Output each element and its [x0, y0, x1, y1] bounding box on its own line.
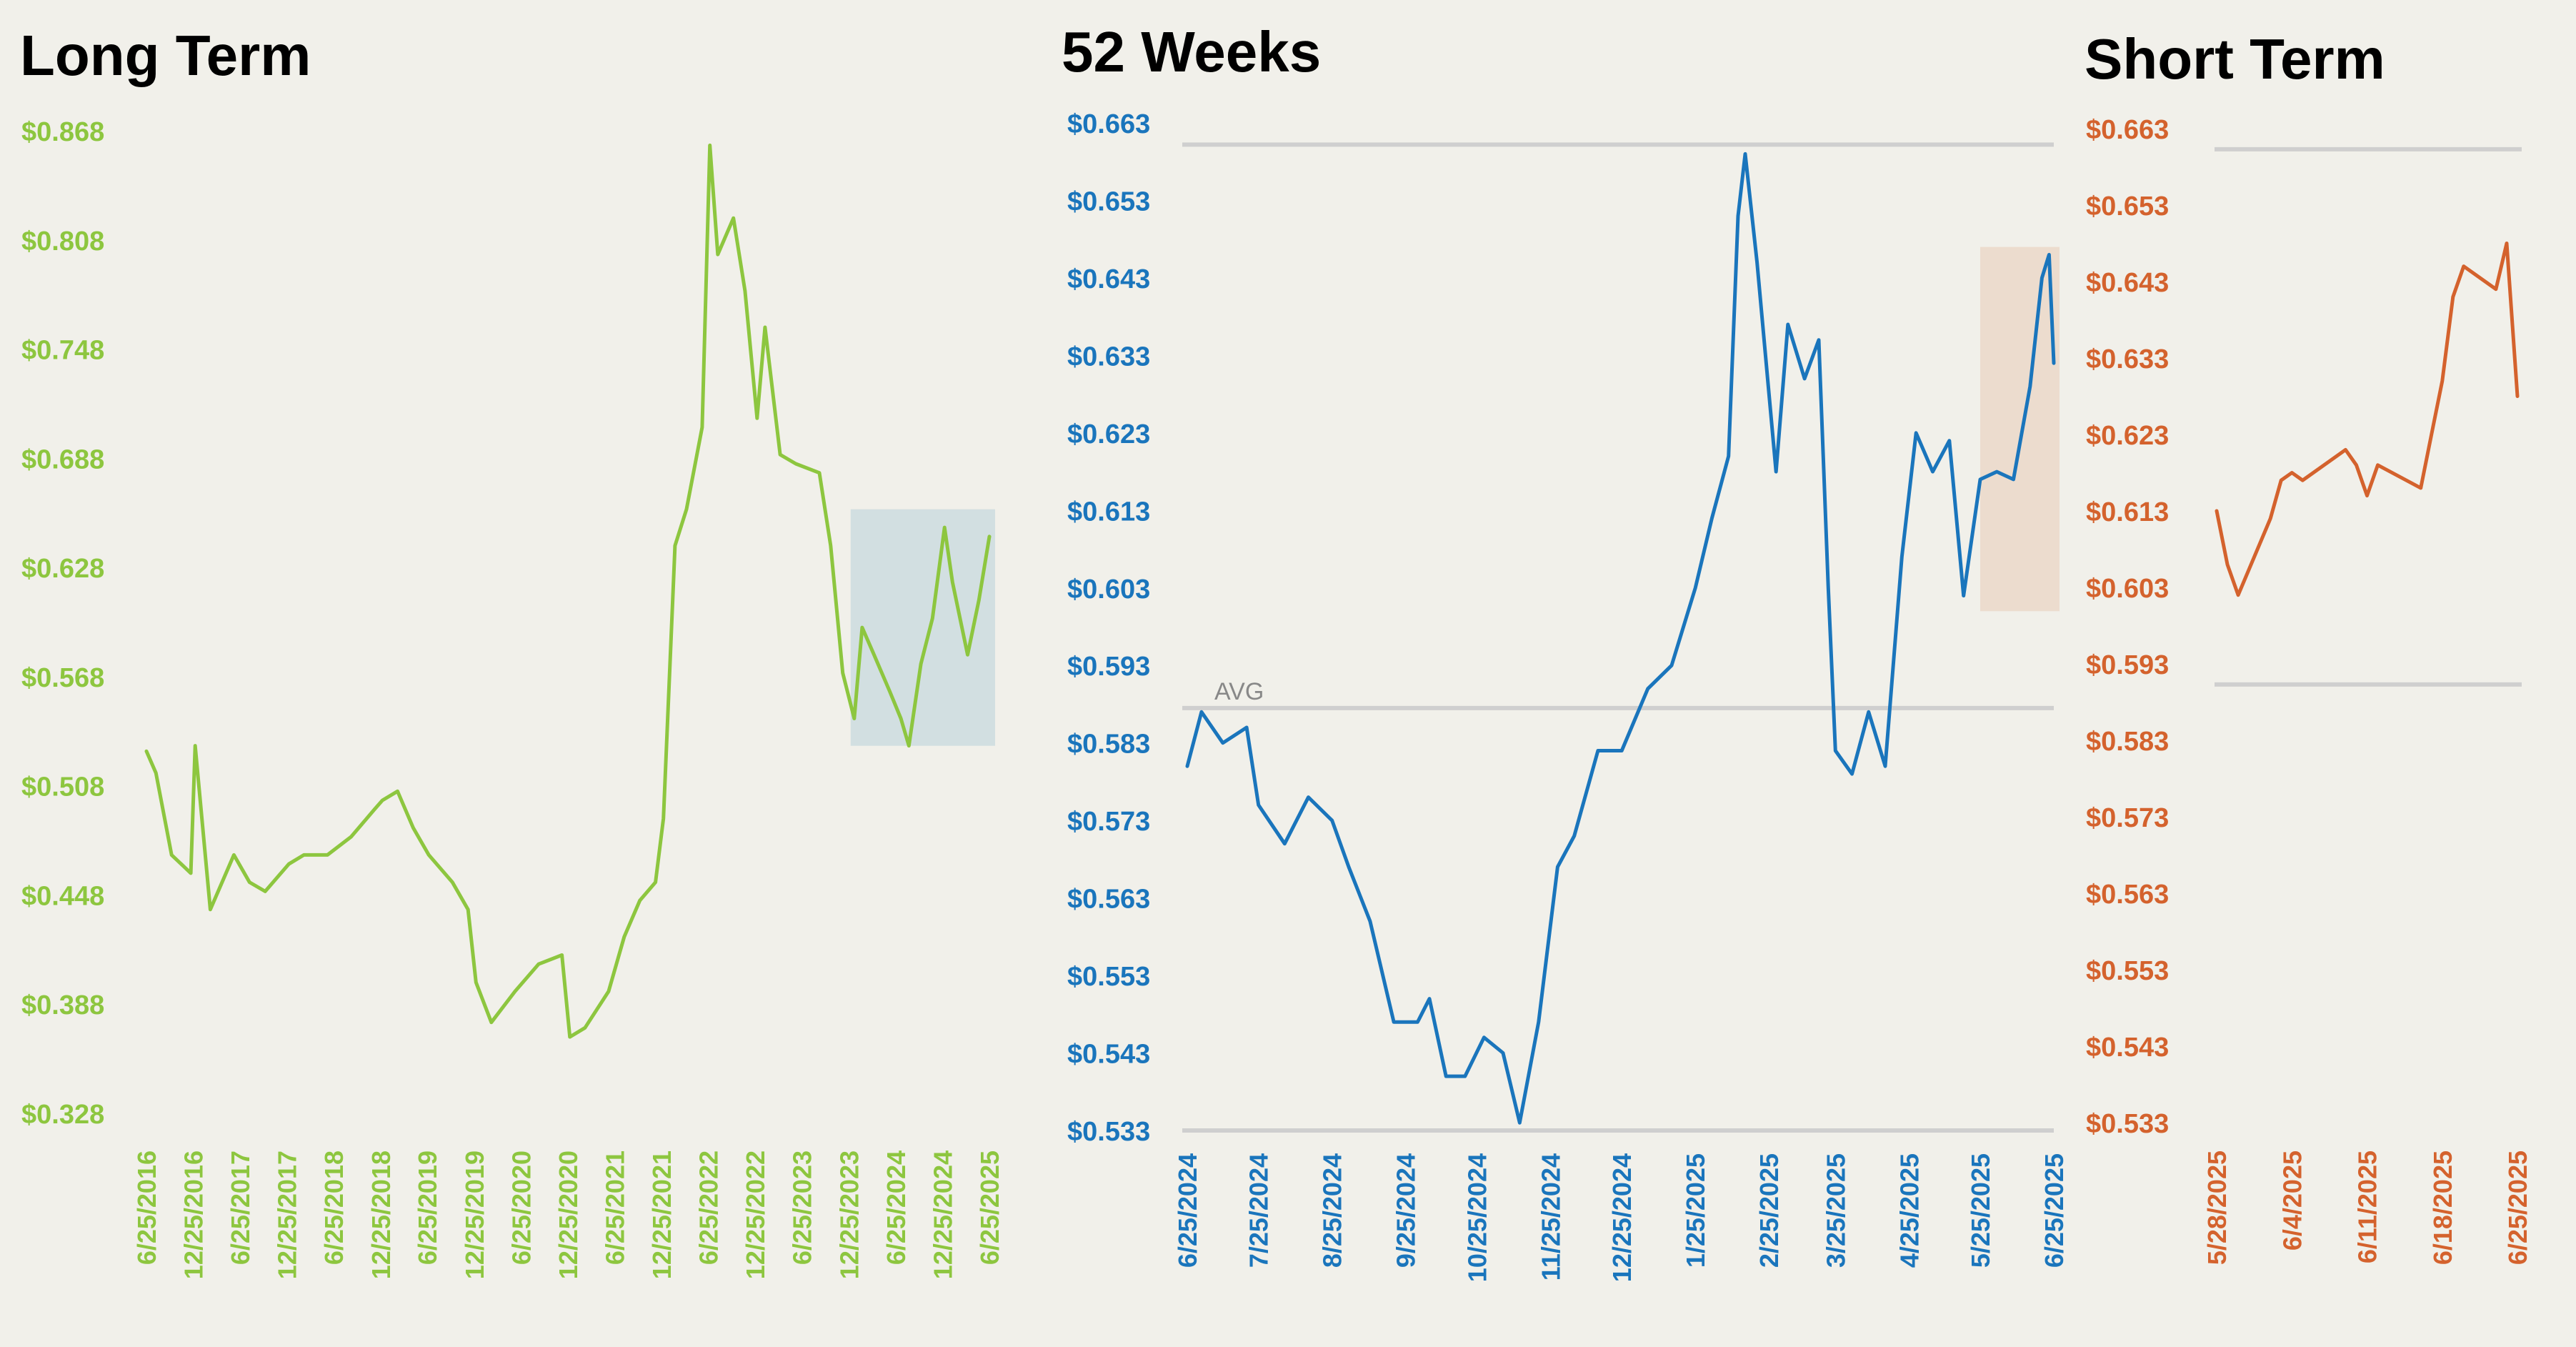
y-tick-label: $0.568 — [21, 663, 104, 693]
panel-long-term: Long Term $0.868 $0.808 $0.748 $0.688 $0.628… — [20, 24, 1004, 1279]
short-term-plot: $0.663 $0.653 $0.643 $0.633 $0.623 $0.613 $0.6… — [2086, 115, 2532, 1265]
panel-short-term: Short Term $0.663 $0.653 $0.643 $0.633 $0.62… — [2085, 27, 2532, 1265]
x-tick-label: 11/25/2024 — [1536, 1153, 1565, 1281]
x-tick-label: 6/25/2024 — [882, 1150, 911, 1265]
x-tick-label: 6/11/2025 — [2353, 1150, 2382, 1263]
y-tick-label: $0.633 — [2086, 344, 2169, 374]
x-tick-label: 6/4/2025 — [2277, 1150, 2307, 1251]
series-line — [2215, 242, 2520, 597]
x-tick-label: 9/25/2024 — [1392, 1153, 1421, 1268]
x-tick-label: 12/25/2018 — [366, 1150, 396, 1279]
x-tick-label: 5/25/2025 — [1966, 1153, 1995, 1268]
x-tick-label: 6/25/2025 — [2503, 1150, 2532, 1265]
y-tick-label: $0.573 — [1067, 807, 1150, 837]
chart-title-long-term: Long Term — [20, 24, 311, 87]
x-tick-label: 12/25/2024 — [1607, 1153, 1637, 1282]
x-tick-label: 7/25/2024 — [1244, 1153, 1274, 1268]
x-tick-label: 6/25/2024 — [1173, 1153, 1202, 1268]
x-tick-label: 12/25/2024 — [929, 1150, 958, 1279]
x-tick-label: 4/25/2025 — [1894, 1153, 1924, 1268]
y-tick-label: $0.593 — [2086, 650, 2169, 680]
long-term-plot: $0.868 $0.808 $0.748 $0.688 $0.628 $0.568 $0.5… — [21, 117, 1004, 1279]
x-tick-label: 6/25/2021 — [601, 1150, 630, 1265]
x-tick-label: 1/25/2025 — [1681, 1153, 1710, 1268]
y-tick-label: $0.868 — [21, 117, 104, 147]
x-tick-label: 6/25/2025 — [975, 1150, 1004, 1265]
y-tick-label: $0.533 — [2086, 1109, 2169, 1139]
y-tick-label: $0.748 — [21, 336, 104, 366]
x-tick-label: 6/25/2022 — [694, 1150, 724, 1265]
y-tick-label: $0.553 — [1067, 962, 1150, 992]
chart-title-short-term: Short Term — [2085, 27, 2385, 91]
y-tick-label: $0.583 — [1067, 730, 1150, 760]
y-tick-label: $0.653 — [1067, 187, 1150, 217]
y-tick-label: $0.583 — [2086, 727, 2169, 757]
y-tick-label: $0.623 — [1067, 419, 1150, 449]
y-tick-label: $0.663 — [1067, 109, 1150, 139]
x-tick-label: 6/25/2020 — [506, 1150, 536, 1265]
y-tick-label: $0.663 — [2086, 115, 2169, 145]
x-tick-label: 12/25/2022 — [741, 1150, 770, 1279]
y-tick-label: $0.593 — [1067, 652, 1150, 682]
x-tick-label: 6/25/2016 — [132, 1150, 161, 1265]
x-tick-label: 12/25/2023 — [834, 1150, 864, 1279]
chart-title-52-weeks: 52 Weeks — [1062, 20, 1321, 84]
x-tick-label: 12/25/2021 — [647, 1150, 677, 1279]
y-tick-label: $0.688 — [21, 444, 104, 474]
x-tick-label: 6/25/2023 — [788, 1150, 817, 1265]
y-tick-label: $0.563 — [1067, 885, 1150, 915]
panel-52-weeks: 52 Weeks AVG $0.663 $0.653 $0.643 $0.633 $0.6… — [1062, 20, 2069, 1282]
y-tick-label: $0.633 — [1067, 342, 1150, 372]
x-tick-label: 8/25/2024 — [1318, 1153, 1347, 1268]
y-tick-label: $0.623 — [2086, 421, 2169, 451]
y-tick-label: $0.613 — [2086, 497, 2169, 527]
average-label: AVG — [1214, 678, 1264, 705]
y-tick-label: $0.808 — [21, 227, 104, 257]
x-tick-label: 12/25/2017 — [273, 1150, 302, 1279]
x-tick-label: 2/25/2025 — [1754, 1153, 1784, 1268]
52-weeks-plot: AVG $0.663 $0.653 $0.643 $0.633 $0.623 $0.613 $… — [1067, 109, 2069, 1282]
y-tick-label: $0.603 — [1067, 575, 1150, 605]
highlight-region — [1980, 247, 2060, 612]
y-tick-label: $0.508 — [21, 772, 104, 802]
y-tick-label: $0.533 — [1067, 1117, 1150, 1147]
x-tick-label: 6/25/2019 — [413, 1150, 442, 1265]
y-tick-label: $0.613 — [1067, 497, 1150, 527]
x-tick-label: 12/25/2019 — [460, 1150, 489, 1279]
x-tick-label: 6/25/2018 — [319, 1150, 349, 1265]
x-tick-label: 6/25/2017 — [226, 1150, 255, 1265]
series-line — [1185, 151, 2056, 1125]
x-tick-label: 12/25/2020 — [554, 1150, 583, 1279]
y-tick-label: $0.388 — [21, 990, 104, 1020]
y-tick-label: $0.543 — [1067, 1040, 1150, 1070]
y-tick-label: $0.643 — [1067, 264, 1150, 294]
y-tick-label: $0.448 — [21, 881, 104, 911]
y-tick-label: $0.653 — [2086, 192, 2169, 222]
x-tick-label: 3/25/2025 — [1821, 1153, 1850, 1268]
y-tick-label: $0.573 — [2086, 803, 2169, 833]
y-tick-label: $0.603 — [2086, 574, 2169, 604]
highlight-region — [850, 509, 995, 746]
y-tick-label: $0.563 — [2086, 880, 2169, 910]
x-tick-label: 5/28/2025 — [2202, 1150, 2232, 1265]
y-tick-label: $0.543 — [2086, 1033, 2169, 1063]
x-tick-label: 12/25/2016 — [179, 1150, 209, 1279]
y-tick-label: $0.328 — [21, 1100, 104, 1130]
x-tick-label: 10/25/2024 — [1462, 1153, 1492, 1282]
x-tick-label: 6/18/2025 — [2428, 1150, 2457, 1265]
x-tick-label: 6/25/2025 — [2040, 1153, 2069, 1268]
y-tick-label: $0.553 — [2086, 956, 2169, 986]
y-tick-label: $0.643 — [2086, 268, 2169, 298]
y-tick-label: $0.628 — [21, 554, 104, 584]
